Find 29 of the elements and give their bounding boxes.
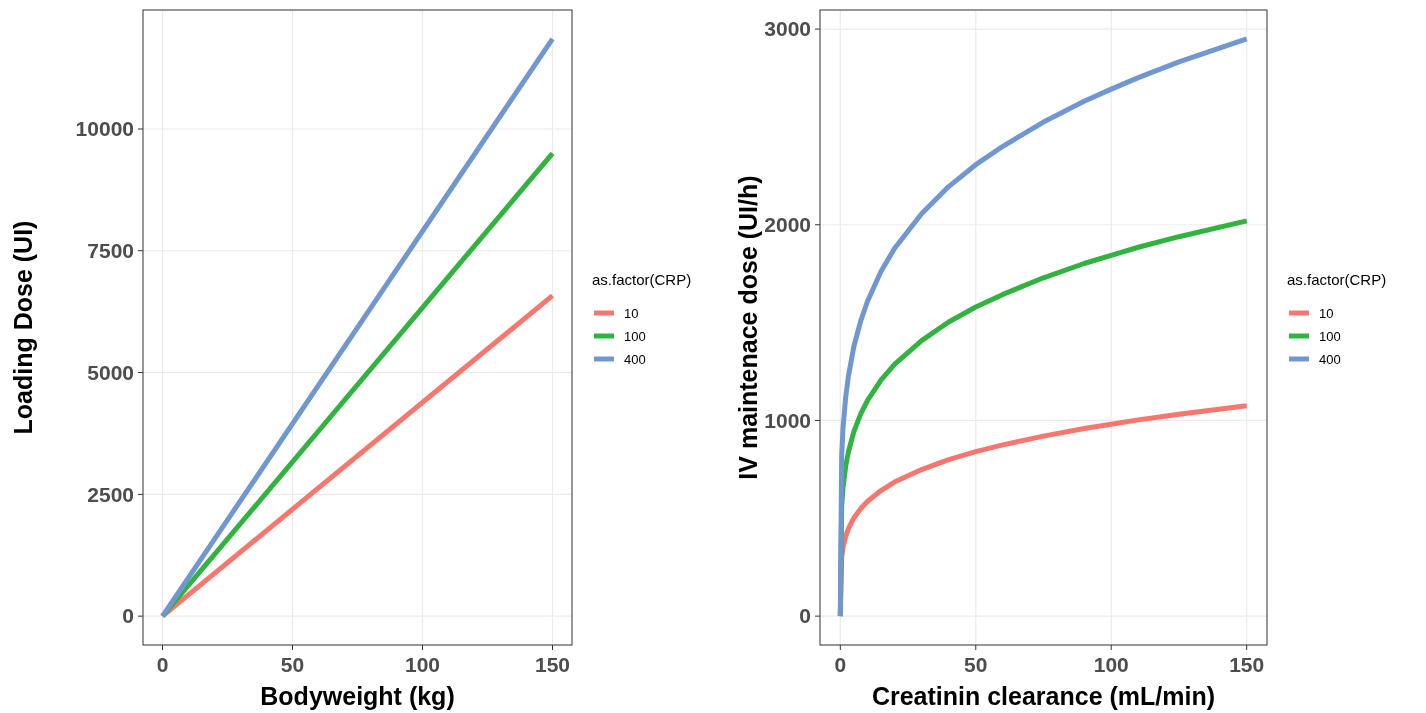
legend-label: 10 — [1319, 305, 1334, 321]
legend-label: 400 — [1319, 351, 1341, 367]
y-tick-label: 0 — [122, 604, 134, 628]
legend-label: 10 — [624, 305, 639, 321]
x-tick-label: 0 — [156, 653, 169, 676]
y-axis-title: IV maintenace dose (UI/h) — [734, 175, 762, 480]
y-tick-label: 2500 — [87, 482, 134, 506]
x-tick-label: 150 — [1229, 653, 1265, 676]
x-axis-title: Creatinin clearance (mL/min) — [871, 682, 1216, 710]
legend-title: as.factor(CRP) — [592, 271, 692, 288]
y-tick-label: 1000 — [764, 408, 811, 432]
y-tick-label: 2000 — [764, 213, 811, 237]
x-tick-label: 50 — [964, 653, 988, 676]
legend-label: 100 — [624, 328, 646, 344]
y-axis-title: Loading Dose (UI) — [9, 220, 37, 435]
x-tick-label: 0 — [834, 653, 847, 676]
x-tick-label: 100 — [404, 653, 441, 676]
x-tick-label: 100 — [1093, 653, 1129, 676]
x-tick-label: 50 — [280, 653, 305, 676]
y-tick-label: 3000 — [764, 17, 811, 41]
legend-label: 100 — [1319, 328, 1341, 344]
x-axis-title: Bodyweight (kg) — [260, 682, 455, 710]
legend-label: 400 — [624, 351, 646, 367]
y-tick-label: 7500 — [87, 239, 134, 263]
y-tick-label: 10000 — [75, 117, 134, 141]
x-tick-label: 150 — [534, 653, 571, 676]
legend-title: as.factor(CRP) — [1287, 271, 1387, 288]
y-tick-label: 0 — [799, 604, 811, 628]
y-tick-label: 5000 — [87, 360, 134, 384]
